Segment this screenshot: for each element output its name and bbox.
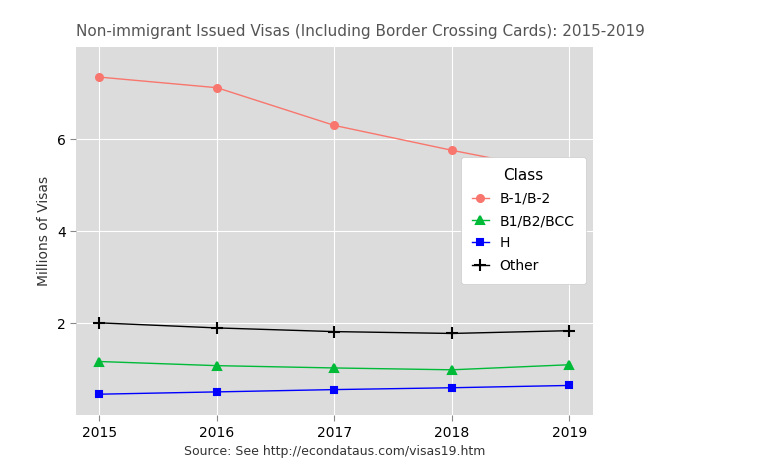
- B1/B2/BCC: [565, 362, 574, 368]
- B-1/B-2: [330, 123, 339, 128]
- B1/B2/BCC: [330, 365, 339, 371]
- B-1/B-2: [212, 85, 221, 91]
- Other: [330, 329, 339, 335]
- Line: H: H: [96, 382, 573, 398]
- Legend: B-1/B-2, B1/B2/BCC, H, Other: B-1/B-2, B1/B2/BCC, H, Other: [461, 157, 586, 284]
- B-1/B-2: [95, 74, 104, 80]
- Text: Non-immigrant Issued Visas (Including Border Crossing Cards): 2015-2019: Non-immigrant Issued Visas (Including Bo…: [76, 24, 645, 39]
- B-1/B-2: [448, 147, 457, 153]
- X-axis label: Source: See http://econdataus.com/visas19.htm: Source: See http://econdataus.com/visas1…: [184, 446, 485, 458]
- Line: B-1/B-2: B-1/B-2: [96, 74, 573, 177]
- B1/B2/BCC: [95, 359, 104, 364]
- B-1/B-2: [565, 170, 574, 176]
- Other: [565, 328, 574, 334]
- B1/B2/BCC: [212, 363, 221, 369]
- H: [330, 387, 339, 392]
- Line: Other: Other: [94, 317, 575, 339]
- H: [212, 389, 221, 395]
- Y-axis label: Millions of Visas: Millions of Visas: [37, 176, 51, 287]
- Other: [95, 320, 104, 326]
- B1/B2/BCC: [448, 367, 457, 372]
- H: [448, 385, 457, 391]
- Line: B1/B2/BCC: B1/B2/BCC: [95, 357, 574, 374]
- Other: [212, 325, 221, 331]
- Other: [448, 330, 457, 336]
- H: [95, 391, 104, 397]
- H: [565, 383, 574, 388]
